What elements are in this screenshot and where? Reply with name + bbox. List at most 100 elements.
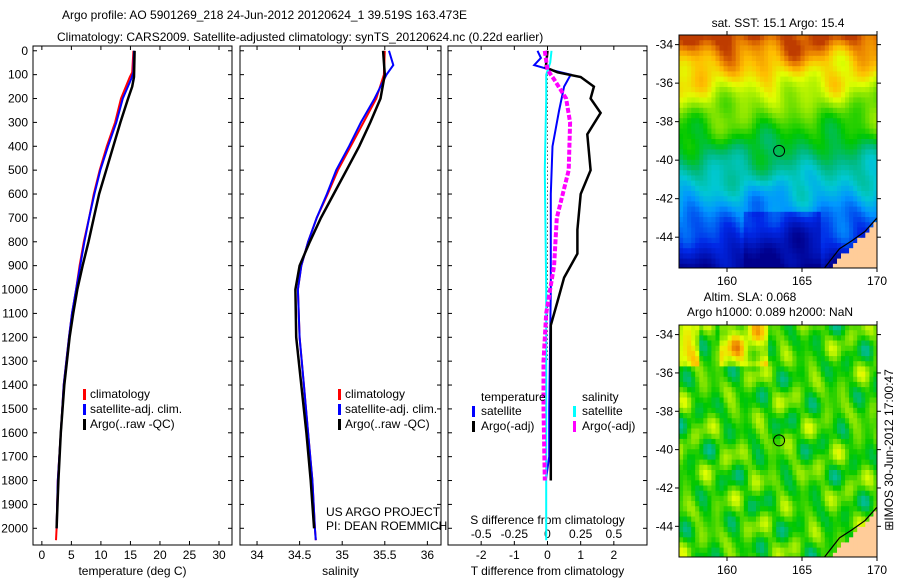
sst-cell	[711, 50, 717, 57]
sla-cell	[679, 361, 684, 367]
sla-cell	[715, 407, 721, 414]
sla-cell	[804, 381, 810, 388]
sla-cell	[772, 547, 777, 554]
sst-cell	[772, 227, 777, 234]
sla-cell	[760, 371, 765, 378]
sla-cell	[715, 371, 721, 378]
sst-cell	[727, 211, 733, 218]
sst-cell	[747, 217, 753, 223]
sla-cell	[683, 345, 688, 352]
sla-cell	[768, 511, 773, 518]
sla-cell	[869, 335, 875, 342]
sst-cell	[707, 243, 713, 249]
sla-cell	[731, 356, 737, 362]
sla-cell	[792, 392, 798, 399]
sst-cell	[784, 35, 789, 41]
sla-cell	[849, 495, 854, 502]
sst-cell	[820, 154, 826, 161]
sla-cell	[845, 325, 850, 331]
sla-cell	[764, 413, 769, 419]
sst-cell	[845, 55, 850, 62]
sla-cell	[808, 366, 814, 373]
sst-cell	[687, 243, 692, 249]
sst-cell	[735, 185, 741, 192]
sla-cell	[861, 345, 866, 352]
sst-cell	[792, 81, 798, 88]
sla-cell	[869, 490, 875, 497]
sst-cell	[723, 71, 729, 78]
sla-cell	[796, 418, 802, 424]
sst-cell	[695, 107, 700, 114]
sst-cell	[857, 196, 862, 202]
sst-cell	[873, 144, 879, 150]
sst-cell	[772, 76, 777, 83]
sla-cell	[824, 454, 830, 461]
sla-cell	[687, 433, 692, 440]
sla-cell	[873, 418, 879, 424]
sst-cell	[735, 45, 741, 52]
sla-cell	[857, 542, 862, 549]
sst-cell	[703, 123, 708, 130]
sst-cell	[739, 35, 745, 41]
sst-cell	[849, 227, 854, 234]
sla-cell	[747, 537, 753, 544]
sla-cell	[820, 376, 826, 383]
sst-cell	[853, 217, 858, 223]
sst-cell	[723, 107, 729, 114]
sst-cell	[727, 159, 733, 166]
sst-cell	[687, 232, 692, 239]
sst-cell	[845, 154, 850, 161]
sla-cell	[739, 381, 745, 388]
series-line-t-satellite	[532, 50, 573, 481]
sla-cell	[788, 376, 794, 383]
sla-cell	[849, 537, 854, 544]
sst-cell	[683, 76, 688, 83]
sst-cell	[865, 139, 870, 145]
sla-cell	[691, 423, 696, 430]
sst-cell	[853, 144, 858, 150]
sla-cell	[739, 511, 745, 518]
sla-cell	[800, 366, 806, 373]
sst-cell	[691, 185, 696, 192]
sst-cell	[715, 263, 721, 270]
sla-cell	[703, 470, 708, 476]
sla-cell	[756, 542, 761, 549]
sst-cell	[800, 92, 806, 98]
sst-cell	[743, 165, 749, 171]
sla-cell	[683, 475, 688, 481]
sst-cell	[707, 159, 713, 166]
sla-cell	[687, 345, 692, 352]
sst-cell	[768, 180, 773, 187]
sla-cell	[691, 407, 696, 414]
sla-cell	[837, 330, 842, 336]
sst-cell	[780, 87, 785, 93]
sst-cell	[816, 191, 822, 197]
sla-cell	[743, 402, 749, 409]
sst-cell	[735, 232, 741, 239]
sla-cell	[820, 526, 826, 533]
sla-cell	[747, 345, 753, 352]
sla-cell	[756, 433, 761, 440]
sst-cell	[869, 40, 875, 46]
sst-cell	[768, 154, 773, 161]
sst-cell	[804, 144, 810, 150]
sla-cell	[751, 464, 757, 471]
sla-cell	[845, 392, 850, 399]
sla-cell	[857, 381, 862, 388]
sla-cell	[837, 345, 842, 352]
sla-cell	[796, 532, 802, 538]
sla-cell	[837, 407, 842, 414]
sla-cell	[796, 516, 802, 523]
sst-cell	[756, 50, 761, 57]
legend-swatch	[472, 421, 475, 432]
sla-cell	[691, 376, 696, 383]
sst-cell	[780, 243, 785, 249]
sst-cell	[768, 196, 773, 202]
sla-cell	[764, 521, 769, 528]
sla-cell	[699, 459, 704, 466]
sla-cell	[808, 340, 814, 347]
sla-cell	[715, 330, 721, 336]
sla-cell	[691, 350, 696, 357]
sst-cell	[788, 50, 794, 57]
sla-cell	[756, 407, 761, 414]
